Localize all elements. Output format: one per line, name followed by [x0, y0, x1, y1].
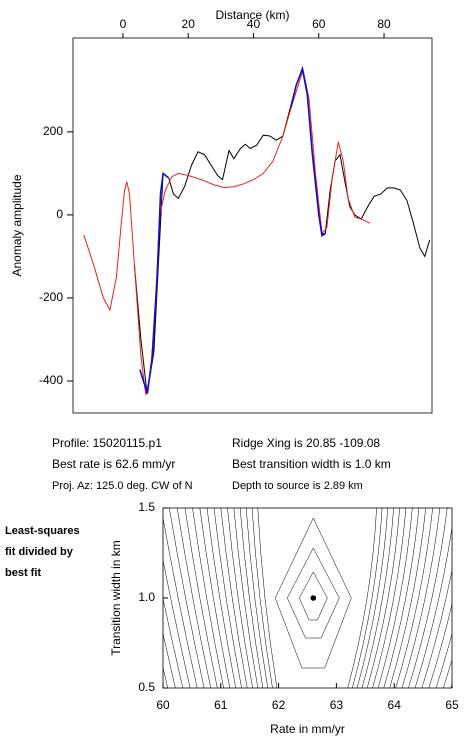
contour-line [163, 633, 176, 688]
y-tick-label: 200 [43, 124, 63, 138]
y-tick-label: -200 [39, 290, 63, 304]
x-tick-label: 60 [312, 17, 326, 31]
x-tick-label: 61 [214, 698, 228, 712]
contour-line [245, 508, 269, 688]
x-tick-label: 60 [156, 698, 170, 712]
contour-line [347, 508, 377, 688]
info-text: Best rate is 62.6 mm/yr [52, 457, 175, 471]
contour-line [299, 571, 328, 621]
contour-line [395, 508, 433, 688]
contour-line [163, 559, 191, 688]
contour-line [275, 517, 352, 669]
contour-line [421, 568, 452, 688]
contour-line [169, 508, 205, 688]
contour-line [239, 508, 264, 688]
contour-line [352, 508, 383, 688]
series-line [83, 68, 371, 396]
contour-line [383, 508, 420, 688]
contour-line [206, 508, 237, 688]
y-axis-title: Transition width in km [109, 540, 123, 656]
series-line [139, 65, 326, 394]
info-text: Best transition width is 1.0 km [232, 457, 391, 471]
contour-line [227, 508, 253, 688]
contour-line [192, 508, 224, 688]
x-tick-label: 0 [120, 17, 127, 31]
contour-line [163, 516, 198, 688]
contour-line [377, 508, 413, 688]
y-axis-title: Anomaly amplitude [10, 174, 24, 276]
contour-line [176, 508, 212, 688]
info-text: Depth to source is 2.89 km [232, 480, 363, 492]
note-text: fit divided by [5, 546, 74, 558]
note-text: best fit [5, 567, 41, 579]
contour-line [287, 547, 340, 639]
x-tick-label: 64 [388, 698, 402, 712]
x-tick-label: 63 [330, 698, 344, 712]
contour-line [220, 508, 248, 688]
contour-line [199, 508, 231, 688]
y-tick-label: 0 [56, 207, 63, 221]
contour-line [428, 603, 452, 688]
y-tick-label: -400 [39, 373, 63, 387]
plot-frame [72, 37, 433, 414]
info-text: Ridge Xing is 20.85 -109.08 [232, 436, 380, 450]
contour-line [356, 508, 389, 688]
best-fit-point [310, 595, 317, 601]
contour-line [213, 508, 242, 688]
contour-line [184, 508, 218, 688]
x-axis-title: Distance (km) [215, 8, 289, 22]
plot-frame [162, 507, 453, 689]
contour-line [257, 508, 278, 688]
contour-line [435, 632, 452, 688]
contours [163, 508, 467, 688]
contour-line [372, 508, 407, 688]
contour-line [450, 683, 452, 688]
y-tick-label: 0.5 [138, 680, 155, 694]
x-axis-title: Rate in mm/yr [270, 722, 345, 736]
contour-line [401, 508, 441, 688]
contour-line [389, 508, 426, 688]
note-text: Least-squares [5, 525, 80, 537]
contour-line [361, 508, 394, 688]
info-text: Profile: 15020115.p1 [52, 436, 162, 450]
contour-line [366, 508, 400, 688]
info-text: Proj. Az: 125.0 deg. CW of N [52, 480, 193, 492]
contour-line [163, 597, 184, 688]
x-tick-label: 80 [377, 17, 391, 31]
y-tick-label: 1.5 [138, 500, 155, 514]
x-tick-label: 65 [445, 698, 459, 712]
series-line [133, 66, 431, 394]
contour-line [414, 525, 452, 688]
x-tick-label: 20 [182, 17, 196, 31]
contour-line [251, 508, 273, 688]
contour-line [459, 508, 467, 688]
contour-line [233, 508, 259, 688]
contour-line [443, 659, 452, 688]
y-tick-label: 1.0 [138, 590, 155, 604]
x-tick-label: 40 [247, 17, 261, 31]
x-tick-label: 62 [272, 698, 286, 712]
contour-line [408, 508, 448, 688]
